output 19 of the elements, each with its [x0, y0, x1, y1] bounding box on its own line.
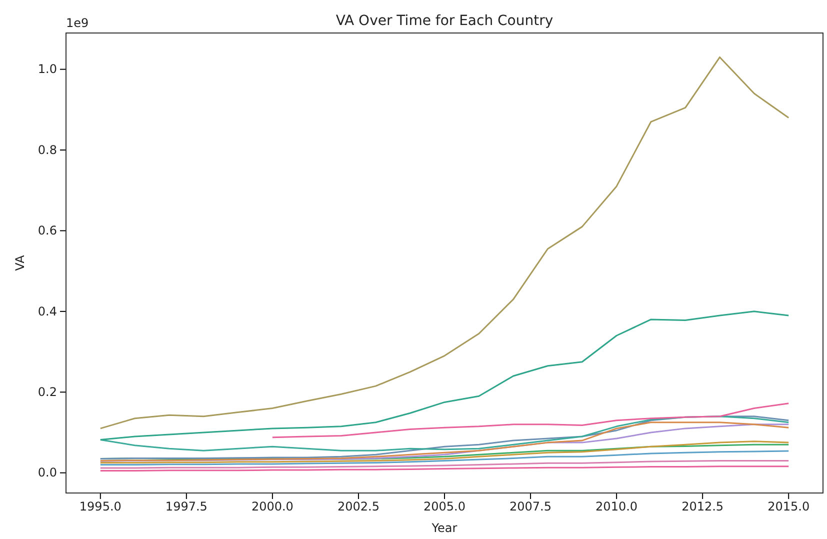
x-tick-label: 2012.5 [682, 500, 724, 514]
x-tick-label: 2010.0 [596, 500, 638, 514]
y-tick-label: 0.2 [38, 384, 57, 399]
x-tick-label: 2007.5 [510, 500, 552, 514]
y-tick-label: 0.4 [38, 304, 57, 318]
chart-title: VA Over Time for Each Country [336, 13, 554, 29]
y-tick-label: 0.0 [38, 466, 57, 480]
y-tick-label: 1.0 [38, 62, 57, 76]
y-tick-label: 0.6 [38, 224, 57, 238]
x-tick-label: 2005.0 [424, 500, 466, 514]
x-axis-title: Year [430, 521, 458, 535]
x-tick-label: 2000.0 [251, 500, 294, 514]
x-tick-label: 1997.5 [165, 500, 208, 514]
y-tick-label: 0.8 [38, 142, 57, 157]
x-tick-label: 2015.0 [768, 500, 810, 514]
y-axis-title: VA [13, 254, 27, 271]
x-tick-label: 2002.5 [337, 500, 380, 514]
text: 1e9 [66, 16, 89, 30]
x-tick-label: 1995.0 [79, 500, 122, 514]
